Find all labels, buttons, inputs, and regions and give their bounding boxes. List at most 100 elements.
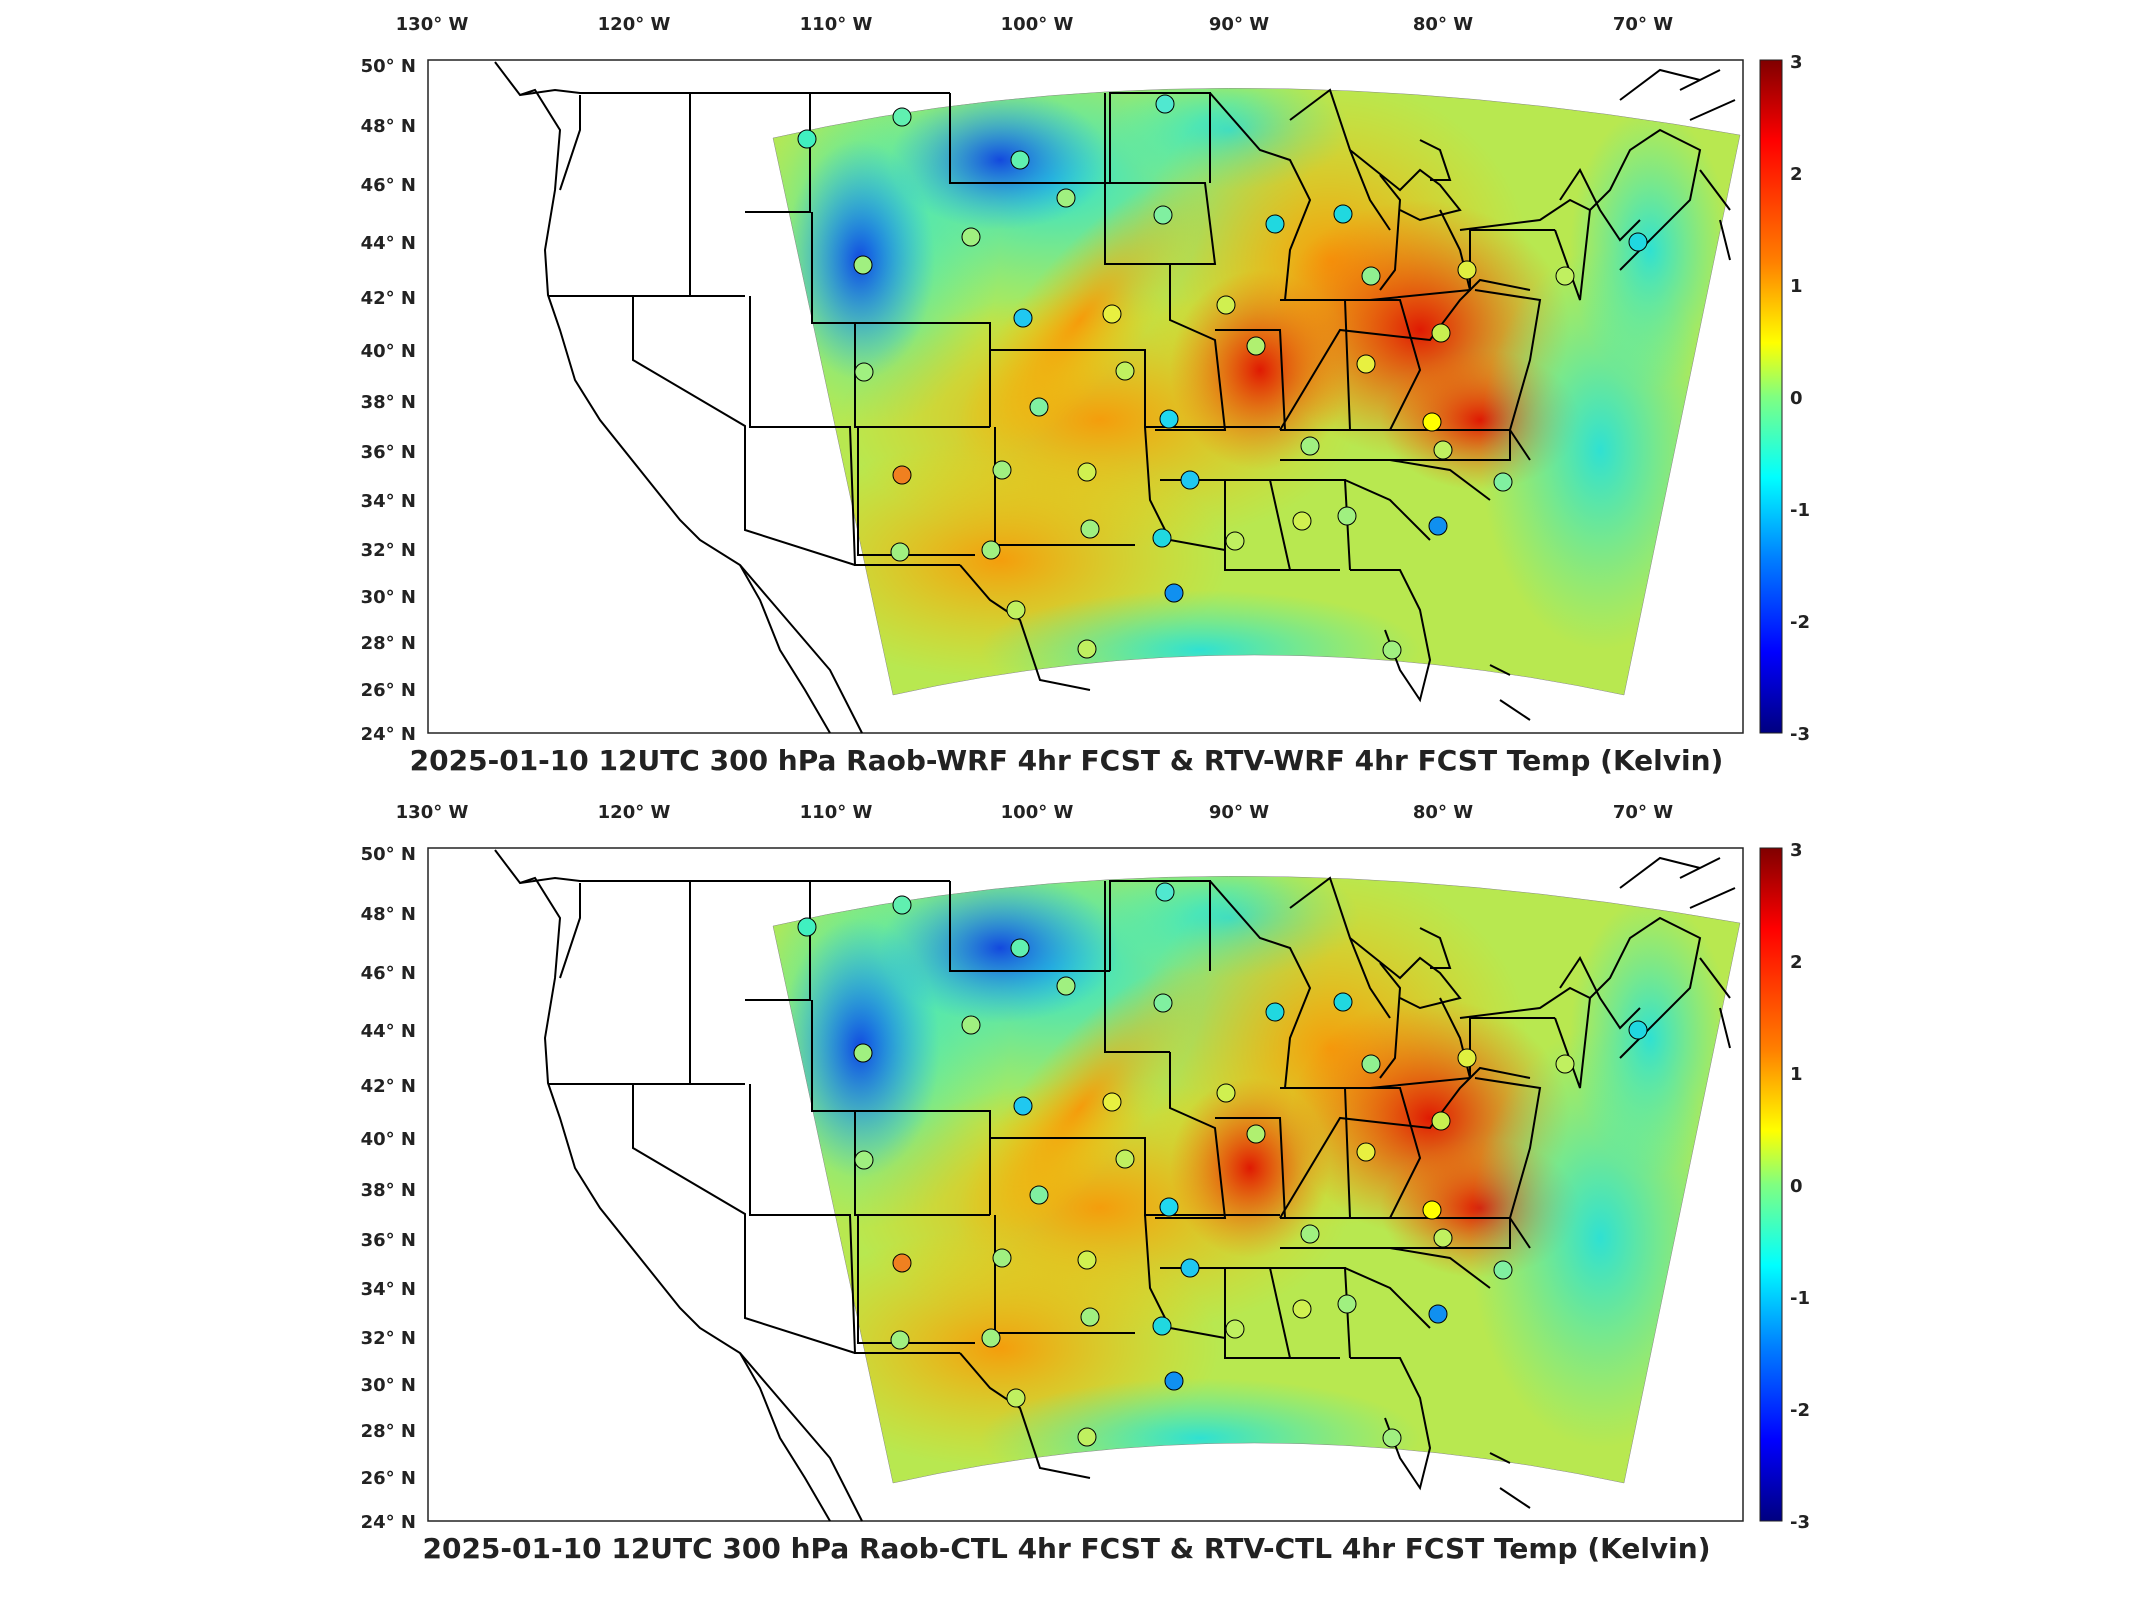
colorbar-tick-label: 0: [1790, 1176, 1803, 1197]
station-marker: [890, 542, 910, 562]
station-marker: [1216, 1083, 1236, 1103]
station-marker: [1006, 1388, 1026, 1408]
station-marker: [1153, 993, 1173, 1013]
station-marker: [1431, 323, 1451, 343]
station-marker: [1292, 1299, 1312, 1319]
lat-tick-label: 50° N: [361, 56, 416, 77]
station-marker: [1155, 882, 1175, 902]
station-marker: [797, 917, 817, 937]
colorbar-tick-label: -1: [1790, 500, 1810, 521]
colorbar-tick-label: 1: [1790, 1064, 1803, 1085]
lon-tick-label: 110° W: [800, 14, 873, 35]
raob-station-markers: [797, 882, 1648, 1448]
panel-title: 2025-01-10 12UTC 300 hPa Raob-WRF 4hr FC…: [409, 744, 1724, 777]
lat-tick-label: 36° N: [361, 1230, 416, 1251]
station-marker: [892, 1253, 912, 1273]
lat-tick-label: 34° N: [361, 491, 416, 512]
lat-tick-label: 32° N: [361, 1328, 416, 1349]
lat-tick-label: 50° N: [361, 844, 416, 865]
lat-tick-label: 38° N: [361, 1180, 416, 1201]
lat-tick-label: 30° N: [361, 1375, 416, 1396]
station-marker: [1337, 506, 1357, 526]
station-marker: [1300, 436, 1320, 456]
lon-tick-label: 100° W: [1001, 14, 1074, 35]
station-marker: [1102, 1092, 1122, 1112]
station-marker: [1159, 409, 1179, 429]
map-figure-top: 130° W 120° W 110° W 100° W 90° W 80° W …: [361, 14, 1810, 745]
lat-tick-label: 28° N: [361, 633, 416, 654]
lon-tick-label: 80° W: [1413, 14, 1473, 35]
lat-tick-label: 24° N: [361, 1512, 416, 1533]
temperature-field: [773, 88, 1740, 695]
colorbar-tick-label: -2: [1790, 1400, 1810, 1421]
station-marker: [1265, 1002, 1285, 1022]
station-marker: [1077, 1250, 1097, 1270]
lat-tick-label: 44° N: [361, 233, 416, 254]
station-marker: [1153, 205, 1173, 225]
station-marker: [1422, 1200, 1442, 1220]
station-marker: [1493, 472, 1513, 492]
station-marker: [1164, 1371, 1184, 1391]
lon-tick-label: 100° W: [1001, 802, 1074, 823]
lat-tick-label: 26° N: [361, 680, 416, 701]
colorbar-tick-label: 3: [1790, 840, 1803, 861]
lat-tick-label: 48° N: [361, 116, 416, 137]
lat-tick-label: 36° N: [361, 442, 416, 463]
station-marker: [1333, 992, 1353, 1012]
station-marker: [1382, 640, 1402, 660]
longitude-ticks: 130° W 120° W 110° W 100° W 90° W 80° W …: [396, 14, 1674, 35]
station-marker: [1152, 528, 1172, 548]
colorbar: [1759, 59, 1783, 734]
station-marker: [797, 129, 817, 149]
colorbar-tick-label: 2: [1790, 952, 1803, 973]
station-marker: [1102, 304, 1122, 324]
raob-station-markers: [797, 94, 1648, 660]
lon-tick-label: 110° W: [800, 802, 873, 823]
panel-title: 2025-01-10 12UTC 300 hPa Raob-CTL 4hr FC…: [422, 1532, 1711, 1565]
station-marker: [1337, 1294, 1357, 1314]
station-marker: [854, 1150, 874, 1170]
station-marker: [981, 540, 1001, 560]
colorbar-ticks: 3 2 1 0 -1 -2 -3: [1790, 840, 1810, 1533]
lat-tick-label: 28° N: [361, 1421, 416, 1442]
colorbar-tick-label: -1: [1790, 1288, 1810, 1309]
station-marker: [1356, 354, 1376, 374]
colorbar: [1759, 847, 1783, 1522]
station-marker: [1013, 1096, 1033, 1116]
station-marker: [961, 1015, 981, 1035]
map-borders: [494, 849, 1736, 1522]
station-marker: [1056, 188, 1076, 208]
station-marker: [1628, 232, 1648, 252]
lat-tick-label: 32° N: [361, 540, 416, 561]
station-marker: [1292, 511, 1312, 531]
map-panel-bottom: 130° W 120° W 110° W 100° W 90° W 80° W …: [0, 788, 2133, 1578]
lat-tick-label: 44° N: [361, 1021, 416, 1042]
lat-tick-label: 34° N: [361, 1279, 416, 1300]
station-marker: [1493, 1260, 1513, 1280]
latitude-ticks: 50° N 48° N 46° N 44° N 42° N 40° N 38° …: [361, 56, 416, 745]
station-marker: [1555, 1054, 1575, 1074]
lat-tick-label: 42° N: [361, 1076, 416, 1097]
lon-tick-label: 80° W: [1413, 802, 1473, 823]
station-marker: [1180, 470, 1200, 490]
station-marker: [1029, 1185, 1049, 1205]
colorbar-tick-label: 0: [1790, 388, 1803, 409]
station-marker: [1080, 1307, 1100, 1327]
station-marker: [1433, 440, 1453, 460]
lat-tick-label: 38° N: [361, 392, 416, 413]
station-marker: [1077, 462, 1097, 482]
station-marker: [1265, 214, 1285, 234]
station-marker: [961, 227, 981, 247]
station-marker: [1433, 1228, 1453, 1248]
station-marker: [1246, 336, 1266, 356]
station-marker: [1428, 1304, 1448, 1324]
station-marker: [981, 1328, 1001, 1348]
station-marker: [854, 362, 874, 382]
map-panel-top: 130° W 120° W 110° W 100° W 90° W 80° W …: [0, 0, 2133, 790]
station-marker: [1361, 266, 1381, 286]
station-marker: [1457, 260, 1477, 280]
station-marker: [1555, 266, 1575, 286]
colorbar-tick-label: -2: [1790, 612, 1810, 633]
station-marker: [1077, 639, 1097, 659]
colorbar-tick-label: 3: [1790, 52, 1803, 73]
